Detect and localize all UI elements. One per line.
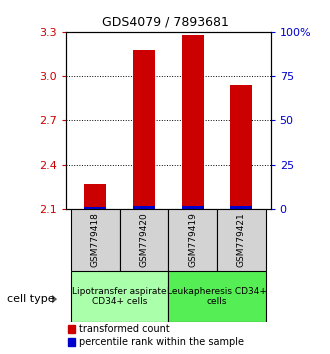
Text: Leukapheresis CD34+
cells: Leukapheresis CD34+ cells xyxy=(167,287,267,306)
Text: GDS4079 / 7893681: GDS4079 / 7893681 xyxy=(102,16,228,29)
Bar xyxy=(230,85,252,209)
Polygon shape xyxy=(52,295,57,303)
Bar xyxy=(84,184,106,209)
Text: GSM779421: GSM779421 xyxy=(237,212,246,267)
Legend: transformed count, percentile rank within the sample: transformed count, percentile rank withi… xyxy=(68,325,244,347)
Bar xyxy=(71,271,168,322)
Bar xyxy=(230,206,252,209)
Bar xyxy=(168,209,217,271)
Bar xyxy=(119,209,168,271)
Bar xyxy=(168,271,266,322)
Bar xyxy=(84,207,106,209)
Text: GSM779418: GSM779418 xyxy=(91,212,100,267)
Text: GSM779420: GSM779420 xyxy=(140,212,148,267)
Bar xyxy=(71,209,119,271)
Bar xyxy=(182,206,204,209)
Text: cell type: cell type xyxy=(7,294,55,304)
Bar xyxy=(217,209,266,271)
Bar xyxy=(182,35,204,209)
Text: Lipotransfer aspirate
CD34+ cells: Lipotransfer aspirate CD34+ cells xyxy=(72,287,167,306)
Bar xyxy=(133,206,155,209)
Bar xyxy=(133,50,155,209)
Text: GSM779419: GSM779419 xyxy=(188,212,197,267)
